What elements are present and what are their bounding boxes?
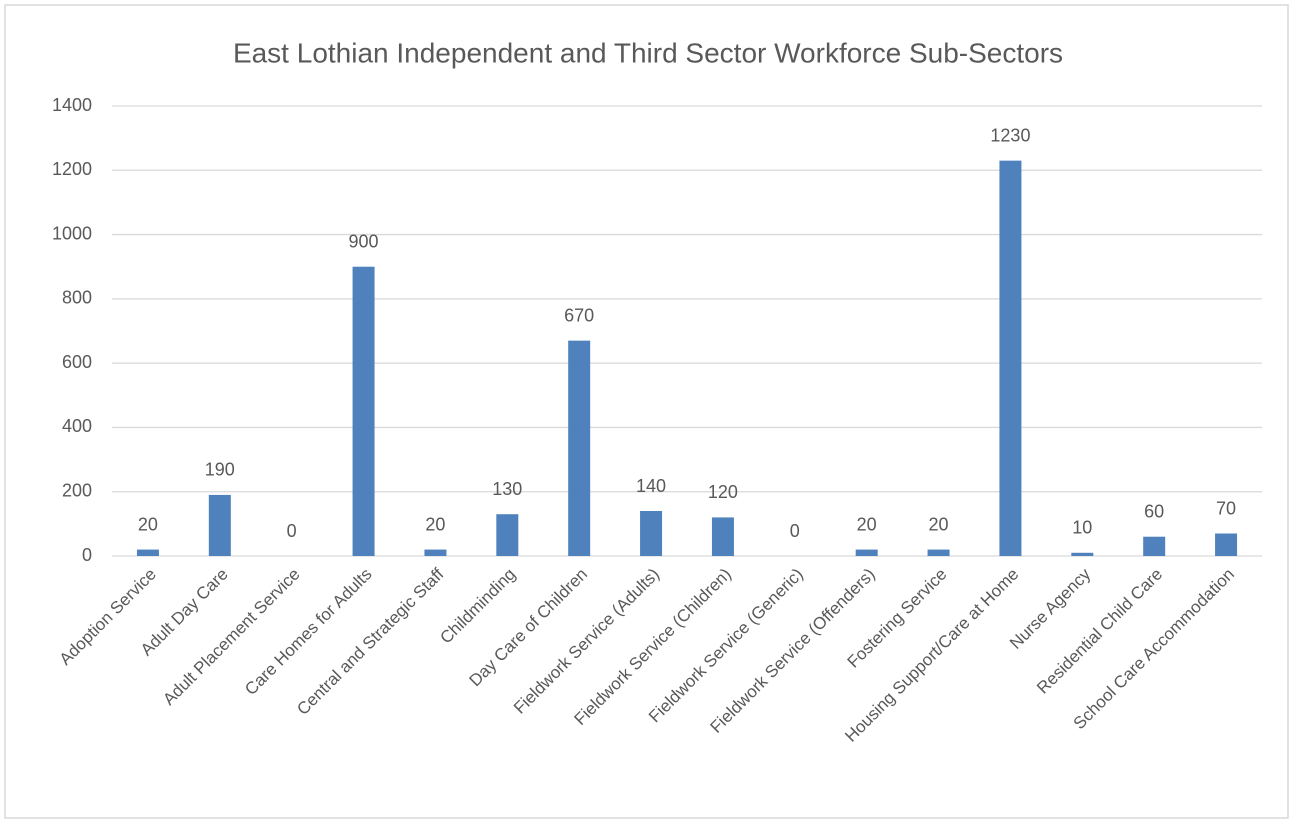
y-tick-label: 200 [62,480,92,500]
data-label: 70 [1216,498,1236,518]
data-label: 1230 [990,125,1030,145]
bar [711,517,734,556]
data-label: 190 [205,460,235,480]
data-label: 120 [708,482,738,502]
bar [1143,536,1166,556]
y-tick-label: 400 [62,416,92,436]
y-tick-label: 1000 [52,223,92,243]
data-label: 0 [790,521,800,541]
bar [424,549,447,556]
data-label: 10 [1072,518,1092,538]
bar [136,549,159,556]
bar [855,549,878,556]
data-label: 670 [564,305,594,325]
bar [927,549,950,556]
bar [496,514,519,556]
bar [352,266,375,556]
bar [999,160,1022,556]
data-label: 20 [857,514,877,534]
y-tick-label: 1400 [52,95,92,115]
data-label: 140 [636,476,666,496]
data-label: 20 [929,514,949,534]
chart-border [4,4,1289,819]
bar [1071,552,1094,556]
data-label: 0 [287,521,297,541]
data-label: 20 [425,514,445,534]
data-label: 900 [349,231,379,251]
y-tick-label: 800 [62,288,92,308]
bar [568,340,591,556]
data-label: 20 [138,514,158,534]
bar [1215,533,1238,556]
data-label: 60 [1144,501,1164,521]
y-tick-label: 1200 [52,159,92,179]
y-tick-label: 0 [82,545,92,565]
bar [640,511,663,556]
bar [208,494,231,556]
y-tick-label: 600 [62,352,92,372]
data-label: 130 [492,479,522,499]
chart-title: East Lothian Independent and Third Secto… [233,37,1063,68]
